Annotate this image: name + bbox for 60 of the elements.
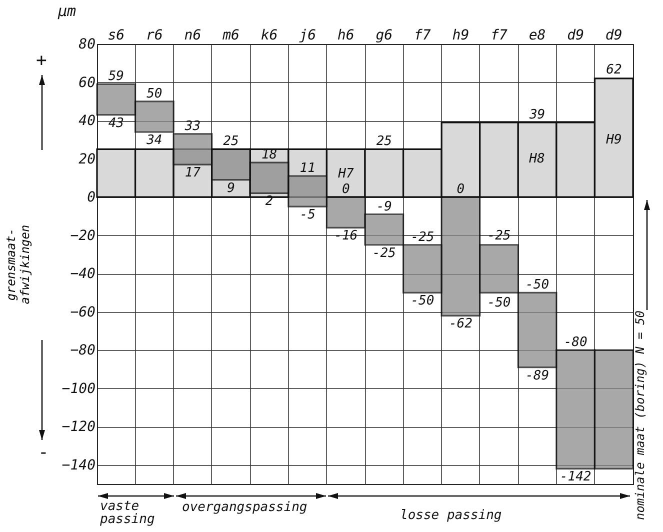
x-tick-label: f7 bbox=[414, 28, 432, 44]
text: - bbox=[38, 442, 49, 463]
annotation: -50 bbox=[526, 278, 550, 293]
annotation: -89 bbox=[526, 368, 550, 384]
annotation: -62 bbox=[448, 316, 473, 332]
y-tick-label: −40 bbox=[70, 266, 96, 282]
annotation: 34 bbox=[146, 133, 162, 148]
x-tick-label: f7 bbox=[490, 28, 508, 44]
y-tick-label: −60 bbox=[70, 304, 96, 320]
annotation: 25 bbox=[223, 134, 239, 150]
y-tick-label: −80 bbox=[70, 342, 96, 359]
annotation: H9 bbox=[606, 132, 622, 148]
text: vaste passing bbox=[100, 499, 156, 527]
annotation: 25 bbox=[376, 134, 392, 150]
x-tick-label: h9 bbox=[452, 28, 470, 44]
y-tick-label: 80 bbox=[78, 36, 96, 52]
y-tick-label: 0 bbox=[87, 190, 96, 206]
annotation: 9 bbox=[227, 180, 235, 196]
x-tick-label: h6 bbox=[337, 28, 354, 44]
annotation: -50 bbox=[487, 296, 511, 310]
y-axis-title: grensmaat-afwijkingen bbox=[4, 224, 32, 304]
annotation: 17 bbox=[184, 166, 201, 181]
annotation: -142 bbox=[560, 470, 592, 485]
x-tick-label: j6 bbox=[299, 28, 316, 44]
x-tick-label: d9 bbox=[605, 28, 622, 44]
x-tick-label: g6 bbox=[376, 28, 393, 44]
annotation: 0 bbox=[456, 182, 465, 198]
annotation: -80 bbox=[564, 335, 588, 350]
x-tick-label: e8 bbox=[528, 28, 546, 44]
x-tick-label: d9 bbox=[567, 28, 584, 44]
text: µm bbox=[58, 2, 76, 20]
text: + bbox=[36, 50, 47, 71]
annotation: -5 bbox=[300, 208, 316, 223]
y-tick-label: 40 bbox=[78, 113, 96, 130]
annotation: 39 bbox=[528, 107, 546, 122]
annotation: H7 bbox=[338, 166, 354, 182]
x-tick-label: s6 bbox=[108, 28, 125, 44]
y-tick-label: −140 bbox=[62, 457, 96, 474]
x-tick-label: r6 bbox=[146, 28, 163, 44]
y-tick-label: 20 bbox=[78, 151, 96, 168]
annotation: 11 bbox=[300, 161, 316, 176]
text: losse passing bbox=[400, 508, 502, 523]
annotation: -50 bbox=[410, 294, 434, 309]
x-tick-label: n6 bbox=[184, 28, 202, 44]
annotation: H8 bbox=[529, 152, 545, 166]
annotation: 62 bbox=[606, 62, 622, 78]
annotation: 0 bbox=[342, 182, 350, 198]
annotation: 59 bbox=[108, 69, 124, 84]
y-tick-label: −120 bbox=[62, 419, 96, 436]
y-tick-label: 60 bbox=[78, 74, 96, 91]
y-tick-label: −100 bbox=[62, 380, 96, 397]
annotation: -9 bbox=[376, 199, 392, 214]
y-tick-label: −20 bbox=[70, 228, 96, 244]
annotation: 50 bbox=[146, 86, 162, 102]
x-tick-label: k6 bbox=[260, 28, 278, 44]
annotation: -25 bbox=[372, 246, 396, 261]
annotation: 33 bbox=[184, 118, 201, 134]
annotation: nominale maat (boring) N = 50 bbox=[633, 310, 647, 520]
x-tick-label: m6 bbox=[222, 28, 240, 44]
text: overgangspassing bbox=[182, 500, 308, 515]
